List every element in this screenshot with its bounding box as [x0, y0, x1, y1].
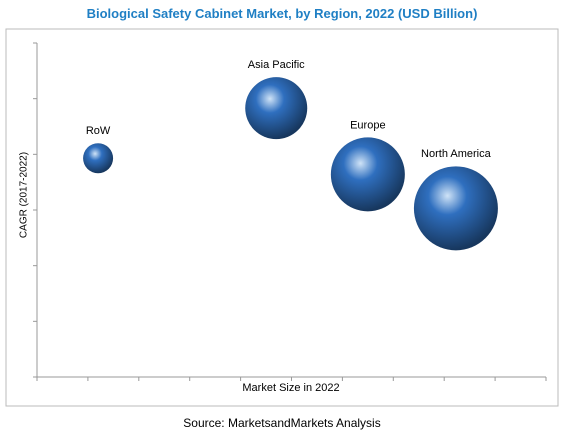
bubble: [413, 166, 498, 251]
bubble: [83, 143, 114, 174]
bubble-label: Asia Pacific: [248, 59, 305, 71]
source-note: Source: MarketsandMarkets Analysis: [183, 416, 380, 430]
y-axis-title: CAGR (2017-2022): [19, 152, 30, 238]
chart-title: Biological Safety Cabinet Market, by Reg…: [87, 6, 478, 21]
x-axis-title: Market Size in 2022: [242, 382, 339, 394]
bubble: [330, 137, 405, 212]
bubble-label: North America: [421, 148, 492, 160]
chart-frame: [5, 28, 559, 407]
bubble-label: RoW: [86, 125, 111, 137]
bubble-label: Europe: [350, 119, 385, 131]
bubble: [245, 77, 308, 140]
